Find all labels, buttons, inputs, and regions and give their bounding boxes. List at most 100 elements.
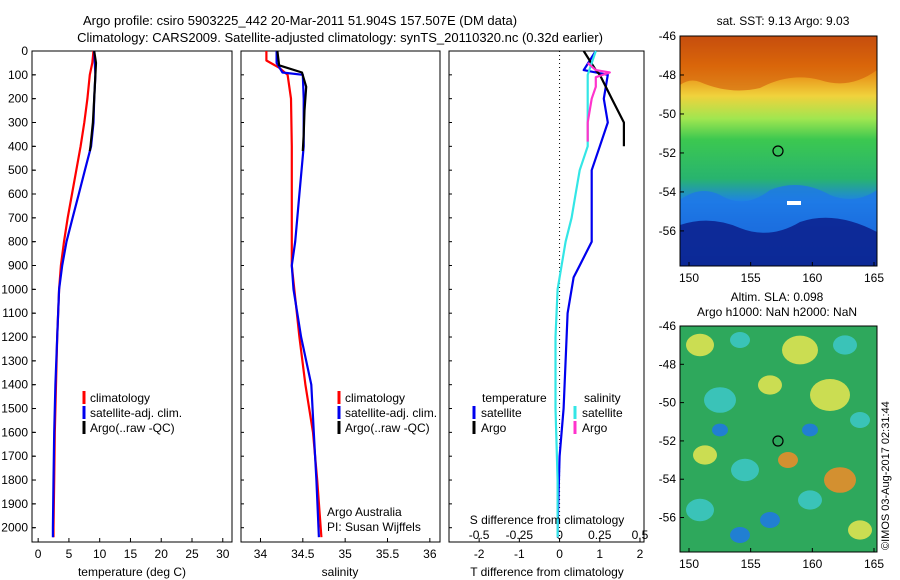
depth-tick-label: 1900	[1, 497, 28, 511]
temperature-plot-frame	[31, 50, 233, 543]
x2-tick-label: 0.25	[588, 528, 612, 542]
x2-tick-label: -0.5	[469, 528, 490, 542]
legend-label-t-argo: Argo	[481, 421, 507, 435]
map-y-tick-label: -46	[659, 29, 677, 43]
sla-anomaly-patch	[824, 467, 856, 493]
map-y-tick-label: -56	[659, 224, 677, 238]
attribution-line1: Argo Australia	[327, 505, 402, 519]
legend-label-satellite: satellite-adj. clim.	[345, 406, 437, 420]
x-tick-label: 25	[185, 547, 199, 561]
argo-float-marker	[772, 145, 784, 157]
sla-anomaly-patch	[850, 412, 870, 428]
map-y-tick-label: -54	[659, 472, 677, 486]
series-line	[88, 50, 98, 152]
series-line	[276, 50, 308, 152]
series-line	[51, 50, 97, 538]
x-tick-label: -1	[514, 547, 525, 561]
sla-anomaly-patch	[782, 335, 818, 365]
legend-label-climatology: climatology	[345, 391, 405, 405]
sla-anomaly-patch	[712, 423, 728, 437]
salinity-legend: climatology satellite-adj. clim. Argo(..…	[337, 391, 437, 435]
legend-label-t-satellite: satellite	[481, 406, 522, 420]
sla-anomaly-patch	[778, 452, 798, 468]
sla-anomaly-patch	[730, 332, 750, 348]
x-tick-label: 34.5	[291, 547, 315, 561]
sla-anomaly-patch	[686, 333, 714, 357]
map-y-tick-label: -54	[659, 185, 677, 199]
map-x-tick-label: 155	[741, 271, 761, 285]
credit-label: ©IMOS 03-Aug-2017 02:31:44	[880, 401, 892, 550]
sla-map-title2: Argo h1000: NaN h2000: NaN	[697, 305, 857, 319]
sst-warm-tongue	[680, 36, 877, 91]
map-y-tick-label: -52	[659, 434, 677, 448]
sla-anomaly-patch	[833, 335, 857, 355]
depth-tick-label: 1400	[1, 378, 28, 392]
s-difference-xlabel: S difference from climatology	[470, 513, 625, 527]
x2-tick-label: -0.25	[506, 528, 534, 542]
temperature-legend: climatology satellite-adj. clim. Argo(..…	[82, 391, 182, 435]
sst-map-title: sat. SST: 9.13 Argo: 9.03	[717, 14, 850, 28]
difference-plot-frame	[448, 50, 645, 543]
depth-tick-label: 2000	[1, 521, 28, 535]
temperature-plot: 0 5 10 15 20 25 30 temperature (deg C)	[31, 50, 233, 579]
salinity-plot: 34 34.5 35 35.5 36 salinity	[240, 50, 441, 579]
map-x-tick-label: 155	[741, 557, 761, 571]
sla-anomaly-patch	[802, 423, 818, 437]
depth-tick-label: 1000	[1, 282, 28, 296]
depth-tick-label: 500	[8, 163, 28, 177]
attribution-line2: PI: Susan Wijffels	[327, 520, 421, 534]
depth-tick-label: 1200	[1, 330, 28, 344]
map-x-tick-label: 160	[802, 271, 822, 285]
depth-tick-label: 1600	[1, 425, 28, 439]
sla-anomaly-patch	[731, 458, 759, 482]
figure-title-line1: Argo profile: csiro 5903225_442 20-Mar-2…	[83, 13, 517, 28]
x-tick-label: 15	[124, 547, 138, 561]
legend-label-argo: Argo(..raw -QC)	[90, 421, 175, 435]
legend-label-satellite: satellite-adj. clim.	[90, 406, 182, 420]
sst-cold-core	[680, 217, 877, 266]
sst-map-marker	[787, 201, 801, 205]
map-x-tick-label: 165	[864, 557, 884, 571]
sla-anomaly-patch	[730, 527, 750, 543]
map-y-tick-label: -56	[659, 511, 677, 525]
depth-tick-label: 900	[8, 259, 28, 273]
map-x-tick-label: 150	[679, 271, 699, 285]
sla-map-axes: -46 -48 -50 -52 -54 -56 150 155 160 165	[659, 319, 885, 571]
difference-legend: temperature salinity satellite Argo sate…	[472, 391, 623, 435]
legend-label-s-satellite: satellite	[582, 406, 623, 420]
depth-tick-label: 1100	[2, 306, 28, 320]
depth-tick-label: 1700	[1, 449, 28, 463]
x-tick-label: 5	[66, 547, 73, 561]
map-y-tick-label: -50	[659, 396, 677, 410]
x-tick-label: 34	[254, 547, 268, 561]
sla-map-title1: Altim. SLA: 0.098	[731, 290, 824, 304]
sla-map: Altim. SLA: 0.098 Argo h1000: NaN h2000:…	[659, 290, 885, 571]
sla-anomaly-patch	[693, 445, 717, 465]
salinity-xlabel: salinity	[322, 565, 359, 579]
depth-tick-label: 1500	[1, 402, 28, 416]
sla-map-frame	[679, 325, 878, 553]
sla-anomaly-patch	[760, 512, 780, 528]
depth-axis: 0 100 200 300 400 500 600 700 800 900 1000 1100 1200…	[1, 44, 36, 535]
sla-anomaly-patches	[686, 332, 872, 543]
t-difference-xlabel: T difference from climatology	[470, 565, 624, 579]
x2-tick-label: 0.5	[632, 528, 649, 542]
depth-tick-label: 600	[8, 187, 28, 201]
temperature-xlabel: temperature (deg C)	[78, 565, 186, 579]
depth-tick-label: 0	[21, 44, 28, 58]
legend-header-temperature: temperature	[482, 391, 547, 405]
x-tick-label: 36	[423, 547, 437, 561]
depth-tick-label: 1300	[1, 354, 28, 368]
legend-header-salinity: salinity	[584, 391, 621, 405]
legend-label-argo: Argo(..raw -QC)	[345, 421, 430, 435]
series-line	[554, 50, 597, 538]
x-tick-label: 1	[596, 547, 603, 561]
depth-tick-label: 300	[8, 116, 28, 130]
map-y-tick-label: -52	[659, 146, 677, 160]
map-y-tick-label: -48	[659, 357, 677, 371]
salinity-plot-frame	[240, 50, 441, 543]
sla-anomaly-patch	[686, 498, 714, 522]
depth-tick-label: 100	[8, 68, 28, 82]
